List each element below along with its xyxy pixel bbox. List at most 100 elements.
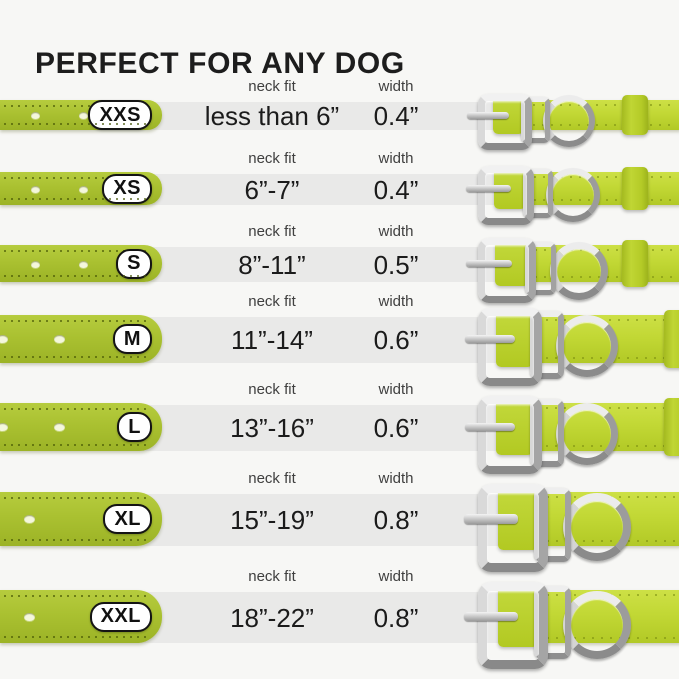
neck-fit-column-label: neck fit [248, 568, 296, 585]
width-value: 0.5” [373, 249, 419, 280]
size-badge: S [116, 248, 152, 279]
width-value: 0.8” [373, 505, 419, 535]
collar-hole [54, 423, 65, 431]
size-badge-label: XXS [99, 103, 141, 126]
width-value: 0.4” [373, 101, 419, 131]
width-value: 0.6” [373, 325, 419, 355]
neck-fit-value: 18”-22” [230, 602, 314, 633]
size-badge-label: XL [114, 507, 141, 530]
width-column-label: width [378, 293, 414, 310]
metal-keeper [533, 488, 571, 562]
collar-hole [54, 335, 65, 343]
collar-strap: M [0, 315, 162, 363]
buckle-frame [478, 165, 534, 226]
buckle-frame [478, 238, 536, 303]
buckle-prong [464, 422, 516, 432]
collar-hole [79, 260, 88, 268]
collar-hole [31, 185, 40, 193]
neck-fit-value: less than 6” [204, 101, 340, 131]
leather-keeper [622, 240, 648, 287]
neck-fit-value: 8”-11” [238, 249, 306, 280]
collar-hole [24, 515, 35, 523]
neck-fit-value: 15”-19” [230, 505, 314, 535]
buckle-prong [465, 259, 513, 268]
size-badge-label: L [128, 415, 141, 438]
neck-fit-column-label: neck fit [248, 78, 296, 95]
buckle-prong [466, 184, 511, 193]
size-badge: XL [103, 504, 152, 534]
collar-buckle-assembly [0, 582, 679, 669]
leather-keeper [622, 167, 648, 210]
buckle-frame [478, 582, 548, 669]
width-column-label: width [378, 568, 414, 585]
size-badge-label: XXL [100, 605, 141, 627]
metal-keeper [529, 399, 565, 467]
neck-fit-value: 13”-16” [230, 413, 314, 443]
d-ring [556, 315, 618, 377]
collar-strap: S [0, 245, 162, 282]
buckle-frame [478, 395, 542, 475]
neck-fit-value: 6”-7” [244, 174, 300, 205]
neck-fit-column-label: neck fit [248, 293, 296, 310]
collar-strap: L [0, 403, 162, 451]
width-column-label: width [378, 150, 414, 167]
d-ring [549, 241, 608, 300]
width-column-label: width [378, 381, 414, 398]
buckle-frame [478, 307, 542, 387]
d-ring [556, 403, 618, 465]
metal-keeper [533, 586, 571, 659]
metal-keeper [529, 311, 565, 379]
collar-hole [24, 612, 35, 621]
collar-hole [31, 260, 40, 268]
size-row-s: neck fit width 8”-11” 0.5” S [0, 224, 679, 303]
collar-buckle-assembly [0, 165, 679, 226]
size-badge: L [117, 412, 152, 442]
collar-strap: XXS [0, 100, 162, 130]
buckle-frame [478, 94, 532, 150]
collar-hole [31, 112, 40, 119]
size-badge-label: XS [113, 177, 141, 199]
neck-fit-column-label: neck fit [248, 223, 296, 240]
width-value: 0.8” [373, 602, 419, 633]
collar-strap: XXL [0, 590, 162, 643]
size-row-l: neck fit width 13”-16” 0.6” L [0, 382, 679, 475]
collar-buckle-assembly [0, 238, 679, 303]
size-row-xl: neck fit width 15”-19” 0.8” XL [0, 471, 679, 572]
leather-keeper [664, 398, 679, 456]
d-ring [562, 590, 631, 659]
size-badge-label: M [123, 327, 141, 350]
collar-hole [79, 185, 88, 193]
collar-buckle-assembly [0, 395, 679, 475]
metal-keeper [523, 168, 554, 219]
collar-strap: XS [0, 172, 162, 205]
buckle-prong [464, 334, 516, 344]
size-badge: XXS [88, 100, 152, 130]
size-row-m: neck fit width 11”-14” 0.6” M [0, 294, 679, 387]
leather-keeper [664, 310, 679, 368]
d-ring [546, 167, 601, 222]
collar-hole [0, 335, 8, 343]
width-value: 0.4” [373, 174, 419, 205]
metal-keeper [525, 241, 557, 296]
collar-hole [0, 423, 8, 431]
collar-buckle-assembly [0, 307, 679, 387]
buckle-prong [467, 111, 509, 119]
neck-fit-value: 11”-14” [231, 325, 313, 355]
width-column-label: width [378, 78, 414, 95]
metal-keeper [521, 97, 550, 143]
neck-fit-column-label: neck fit [248, 150, 296, 167]
width-value: 0.6” [373, 413, 419, 443]
buckle-prong [463, 611, 519, 622]
d-ring [562, 493, 631, 561]
size-badge: M [112, 324, 152, 354]
leather-keeper [622, 95, 648, 135]
size-row-xs: neck fit width 6”-7” 0.4” XS [0, 151, 679, 226]
width-column-label: width [378, 223, 414, 240]
buckle-prong [463, 514, 519, 524]
d-ring [543, 95, 595, 147]
size-row-xxl: neck fit width 18”-22” 0.8” XXL [0, 569, 679, 669]
size-badge: XXL [89, 601, 152, 632]
neck-fit-column-label: neck fit [248, 470, 296, 487]
collar-hole [79, 112, 88, 119]
